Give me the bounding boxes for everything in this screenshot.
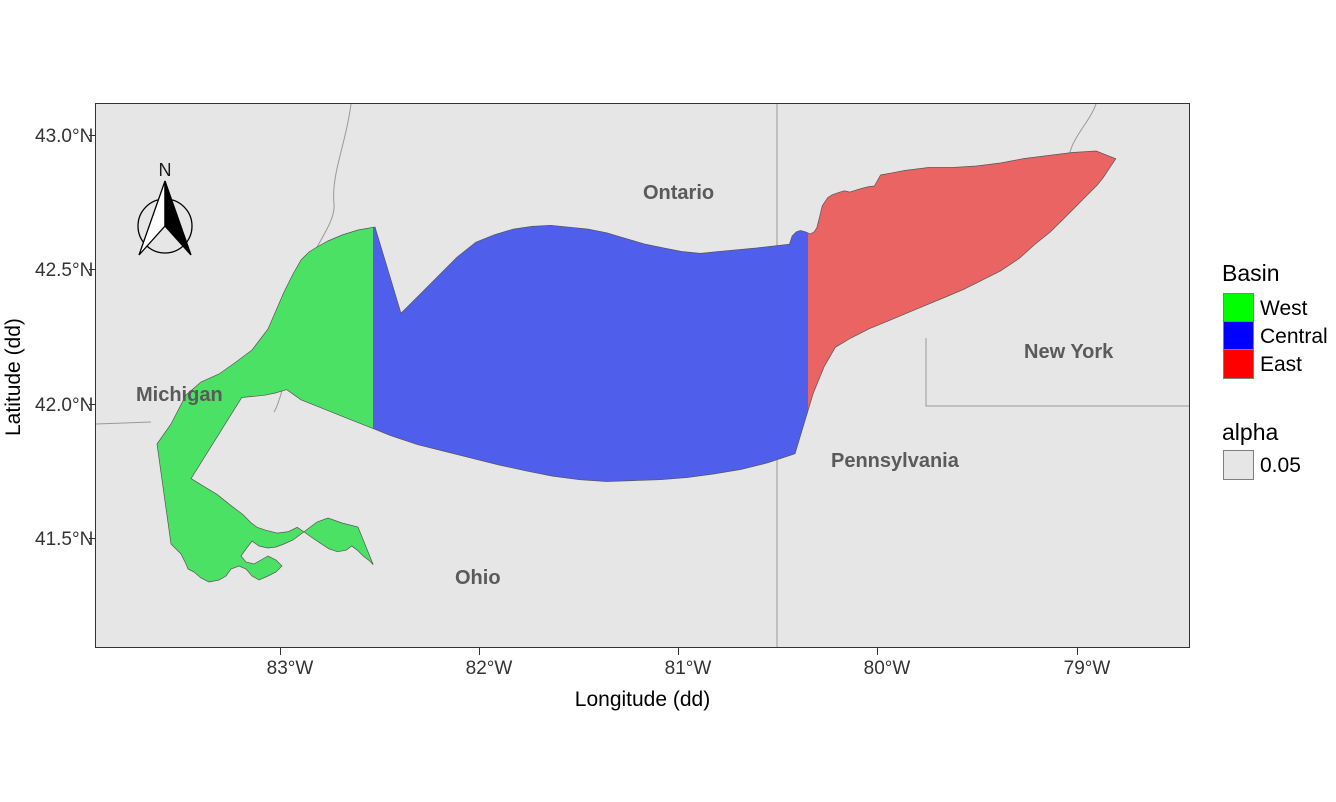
svg-text:N: N (159, 160, 172, 180)
